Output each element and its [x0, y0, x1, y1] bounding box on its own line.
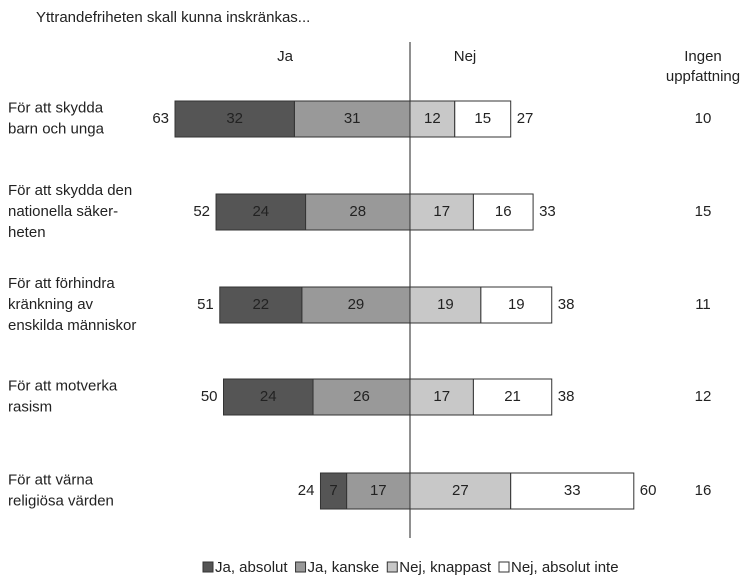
legend-swatch — [295, 561, 307, 573]
nej-total: 60 — [640, 482, 657, 499]
bar-segment — [454, 100, 512, 138]
value-label: 19 — [508, 296, 525, 313]
category-label: nationella säker- — [8, 203, 118, 220]
value-label: 15 — [474, 110, 491, 127]
bar-segment — [219, 286, 303, 324]
bar-segment — [409, 472, 512, 510]
legend-label: Ja, absolut — [215, 559, 288, 576]
legend-swatch — [498, 561, 510, 573]
category-label: heten — [8, 224, 46, 241]
category-label: För att skydda — [8, 99, 104, 116]
bar-segment — [409, 378, 474, 416]
legend-swatch — [202, 561, 214, 573]
category-label: För att motverka — [8, 377, 118, 394]
legend-swatch — [386, 561, 398, 573]
bar-segment — [174, 100, 295, 138]
value-label: 17 — [370, 482, 387, 499]
chart-title: Yttrandefriheten skall kunna inskränkas.… — [36, 9, 310, 26]
value-label: 32 — [226, 110, 243, 127]
ja-total: 52 — [193, 203, 210, 220]
value-label: 29 — [348, 296, 365, 313]
value-label: 21 — [504, 388, 521, 405]
value-label: 12 — [424, 110, 441, 127]
value-label: 33 — [564, 482, 581, 499]
no-opinion-value: 16 — [695, 482, 712, 499]
no-opinion-value: 15 — [695, 203, 712, 220]
category-label: barn och unga — [8, 120, 105, 137]
ja-total: 51 — [197, 296, 214, 313]
ja-header: Ja — [277, 48, 294, 65]
value-label: 19 — [437, 296, 454, 313]
bar-segment — [223, 378, 314, 416]
value-label: 28 — [349, 203, 366, 220]
value-label: 17 — [433, 203, 450, 220]
no-opinion-value: 10 — [695, 110, 712, 127]
bar-segment — [472, 193, 534, 231]
bar-segment — [472, 378, 553, 416]
category-label: kränkning av — [8, 296, 94, 313]
category-label: För att förhindra — [8, 275, 115, 292]
value-label: 7 — [329, 482, 337, 499]
bar-segment — [409, 100, 456, 138]
legend-label: Ja, kanske — [308, 559, 380, 576]
nej-total: 27 — [517, 110, 534, 127]
ja-total: 24 — [298, 482, 315, 499]
nej-total: 38 — [558, 388, 575, 405]
no-opinion-header: uppfattning — [666, 68, 740, 85]
bar-segment — [480, 286, 553, 324]
ja-total: 50 — [201, 388, 218, 405]
bar-segment — [346, 472, 411, 510]
legend-label: Nej, absolut inte — [511, 559, 619, 576]
category-label: För att värna — [8, 471, 94, 488]
no-opinion-value: 11 — [695, 296, 711, 313]
value-label: 22 — [252, 296, 269, 313]
value-label: 24 — [252, 203, 269, 220]
value-label: 16 — [495, 203, 512, 220]
bar-segment — [409, 286, 482, 324]
category-label: enskilda människor — [8, 317, 136, 334]
no-opinion-value: 12 — [695, 388, 712, 405]
value-label: 27 — [452, 482, 469, 499]
nej-header: Nej — [454, 48, 477, 65]
legend-label: Nej, knappast — [399, 559, 492, 576]
value-label: 26 — [353, 388, 370, 405]
value-label: 17 — [433, 388, 450, 405]
category-label: religiösa värden — [8, 492, 114, 509]
bar-segment — [215, 193, 307, 231]
ja-total: 63 — [152, 110, 169, 127]
nej-total: 33 — [539, 203, 556, 220]
no-opinion-header: Ingen — [684, 48, 722, 65]
value-label: 31 — [344, 110, 361, 127]
category-label: rasism — [8, 398, 52, 415]
nej-total: 38 — [558, 296, 575, 313]
bar-segment — [319, 472, 348, 510]
value-label: 24 — [260, 388, 277, 405]
bar-segment — [510, 472, 635, 510]
category-label: För att skydda den — [8, 182, 132, 199]
